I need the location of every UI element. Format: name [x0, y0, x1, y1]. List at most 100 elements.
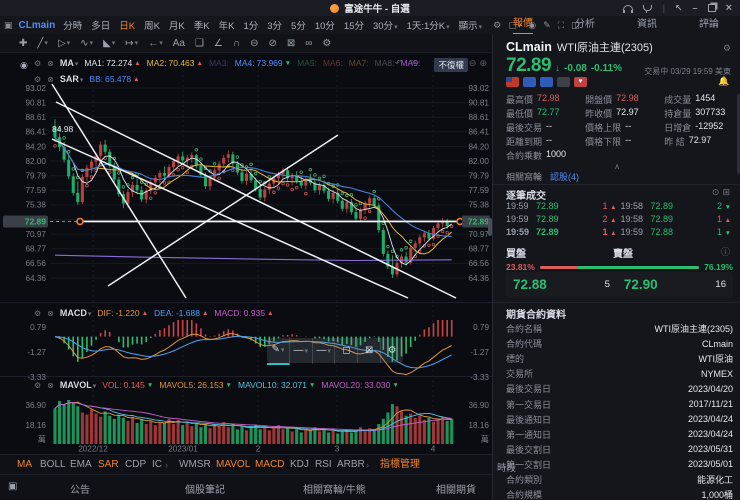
- lock-icon[interactable]: ◻: [335, 338, 359, 363]
- tab-評論[interactable]: 評論: [699, 19, 719, 30]
- measure-icon[interactable]: ↦ ▾: [125, 37, 139, 49]
- indicator-tab-KDJ[interactable]: KDJ: [290, 459, 309, 470]
- chart-snapshot-icon[interactable]: ◉: [20, 60, 28, 70]
- period-tab-多日[interactable]: 多日: [91, 21, 111, 32]
- quote-gear-icon[interactable]: ⚙: [722, 43, 731, 53]
- period-tab-5分[interactable]: 5分: [291, 21, 306, 32]
- undo-redo-icons[interactable]: ↶↷: [394, 58, 422, 68]
- bidask-info-icon[interactable]: ⓘ: [720, 247, 733, 257]
- footer-tab-announcements[interactable]: 公告: [70, 485, 90, 496]
- chart-style-icon[interactable]: ▢▾: [508, 19, 522, 30]
- indicator-name[interactable]: MA▾: [59, 58, 79, 68]
- magnet-icon[interactable]: ∩: [232, 37, 241, 49]
- indicator-tab-BOLL[interactable]: BOLL: [40, 459, 66, 470]
- period-tab-年K[interactable]: 年K: [218, 21, 235, 32]
- toolbar-gear-icon[interactable]: ⚙: [493, 19, 502, 30]
- period-tab-30分[interactable]: 30分▾: [372, 21, 398, 32]
- chart-canvas[interactable]: 93.02 93.02 90.81 90.81 88.61 88.61 86.41 86.41…: [0, 52, 492, 454]
- collapse-details-chevron[interactable]: ∧: [614, 162, 620, 171]
- badge-blue-1[interactable]: [523, 77, 536, 87]
- indicator-tab-EMA[interactable]: EMA: [70, 459, 92, 470]
- continuous-icon[interactable]: ∞: [305, 37, 313, 49]
- alert-bell-icon[interactable]: 🔔: [718, 76, 730, 86]
- panel-toggle-icon[interactable]: ◫: [571, 19, 580, 30]
- indicator-tab-CDP[interactable]: CDP: [125, 459, 147, 470]
- favorite-heart-badge[interactable]: ♥: [574, 77, 587, 87]
- delete-icon[interactable]: ⊠: [286, 37, 296, 49]
- indicator-settings-icon[interactable]: ⚙: [34, 380, 42, 390]
- indicator-close-icon[interactable]: ⊗: [47, 380, 54, 390]
- indicator-tab-指標管理[interactable]: 指標管理: [380, 459, 420, 470]
- delete-icon[interactable]: ⊠: [358, 338, 382, 363]
- badge-blue-2[interactable]: [540, 77, 553, 87]
- bid-ask-box[interactable]: 72.88 5 72.90 16: [506, 272, 733, 297]
- indicator-settings-icon[interactable]: ⚙: [34, 74, 42, 84]
- period-tab-季K[interactable]: 季K: [193, 21, 210, 32]
- footer-tab-related-warrants-cbbc[interactable]: 相關窩輪/牛熊: [303, 485, 366, 496]
- period-tab-周K[interactable]: 周K: [144, 21, 160, 32]
- indicator-close-icon[interactable]: ⊗: [47, 308, 54, 318]
- tick-trades-icons[interactable]: ⊙⊞: [711, 187, 733, 197]
- symbol-code[interactable]: CLmain: [18, 19, 56, 31]
- indicator-tab-RSI[interactable]: RSI: [315, 459, 332, 470]
- period-tab-1天:1分K[interactable]: 1天:1分K▾: [406, 21, 450, 32]
- angle-icon[interactable]: ∠: [213, 37, 223, 49]
- period-tab-15分[interactable]: 15分: [343, 21, 364, 32]
- indicator-tab-ARBR[interactable]: ARBR: [337, 459, 365, 470]
- adjustment-mode-button[interactable]: 不復權: [434, 58, 468, 72]
- callout-icon[interactable]: ❑: [194, 37, 204, 49]
- related-warrants-link[interactable]: 認股(4): [550, 172, 580, 182]
- footer-tab-related-futures[interactable]: 相關期貨: [436, 485, 476, 496]
- screenshot-icon[interactable]: ◉: [528, 19, 537, 30]
- tab-報價[interactable]: 報價: [513, 15, 533, 35]
- indicator-close-icon[interactable]: ⊗: [47, 74, 54, 84]
- text-icon[interactable]: Aa: [172, 37, 185, 49]
- splitter-handle[interactable]: [488, 218, 492, 236]
- line-weight-icon[interactable]: ―▾: [313, 337, 336, 364]
- indicator-tab-MACD[interactable]: MACD: [255, 459, 285, 470]
- indicator-tab-SAR[interactable]: SAR: [98, 459, 119, 470]
- rewards-icon[interactable]: [643, 5, 653, 13]
- drawing-floating-toolbar[interactable]: ✎▾ ―▾ ―▾ ◻ ⊠ ⚙: [267, 336, 403, 365]
- draw-icon[interactable]: ✎: [543, 19, 551, 30]
- brush-icon[interactable]: ✎▾: [267, 336, 290, 365]
- indicator-tab-MAVOL[interactable]: MAVOL: [216, 459, 251, 470]
- badge-gray[interactable]: [557, 77, 570, 87]
- indicator-name[interactable]: MACD▾: [59, 308, 92, 318]
- panel-scrollbar[interactable]: [737, 94, 740, 174]
- indicator-settings-icon[interactable]: ⚙: [34, 58, 42, 68]
- period-tab-顯示[interactable]: 顯示▾: [458, 21, 483, 32]
- gann-icon[interactable]: ◣ ▾: [103, 37, 116, 49]
- trendline-icon[interactable]: ╱ ▾: [37, 37, 48, 49]
- move-icon[interactable]: ✚: [19, 37, 28, 49]
- tab-資訊[interactable]: 資訊: [637, 19, 657, 30]
- wave-icon[interactable]: ∿ ▾: [80, 37, 94, 49]
- settings-icon[interactable]: ⚙: [387, 345, 397, 356]
- hide-icon[interactable]: ⊘: [268, 37, 277, 49]
- arrow-icon[interactable]: ← ▾: [148, 37, 163, 49]
- footer-panel-icon[interactable]: ▣: [8, 481, 18, 492]
- footer-tab-stock-notes[interactable]: 個股筆記: [185, 485, 225, 496]
- shape-icon[interactable]: ▷ ▾: [57, 37, 71, 49]
- fullscreen-icon[interactable]: ⛶: [557, 19, 564, 30]
- period-tab-10分[interactable]: 10分: [314, 21, 335, 32]
- period-tab-分時[interactable]: 分時: [63, 21, 83, 32]
- indicator-name[interactable]: SAR▾: [59, 74, 84, 84]
- tab-分析[interactable]: 分析: [575, 19, 595, 30]
- layout-icon[interactable]: ▣: [4, 19, 13, 30]
- restore-button[interactable]: [707, 4, 716, 12]
- support-headset-icon[interactable]: [623, 5, 634, 13]
- period-tab-日K[interactable]: 日K: [119, 21, 136, 32]
- period-tab-3分[interactable]: 3分: [267, 21, 283, 32]
- chart-zoom-icons[interactable]: ⊖⊕: [468, 58, 490, 68]
- shortcut-cursor-icon[interactable]: ↖: [675, 2, 683, 13]
- indicator-name[interactable]: MAVOL▾: [59, 380, 97, 390]
- indicator-tab-WMSR[interactable]: WMSR: [179, 459, 211, 470]
- line-style-icon[interactable]: ―▾: [290, 337, 313, 364]
- market-flag-badge[interactable]: [506, 77, 519, 87]
- session-label[interactable]: 時段: [497, 463, 517, 474]
- period-tab-月K[interactable]: 月K: [168, 21, 185, 32]
- indicator-settings-icon[interactable]: ⚙: [34, 308, 42, 318]
- close-button[interactable]: ×: [725, 2, 732, 14]
- period-tab-1分[interactable]: 1分: [243, 21, 259, 32]
